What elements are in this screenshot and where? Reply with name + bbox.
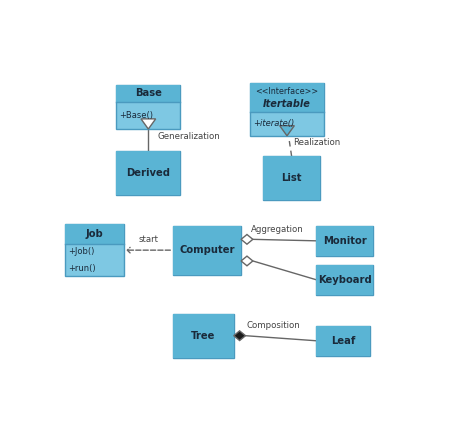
Text: start: start [138,235,158,244]
Text: Job: Job [85,229,103,239]
Bar [250,83,324,112]
Bar [316,264,374,295]
Text: List: List [282,173,302,183]
Polygon shape [280,126,294,136]
Bar [116,85,181,102]
Text: Tree: Tree [191,331,216,341]
Bar [263,156,320,200]
Bar [116,85,181,129]
Text: Computer: Computer [179,245,235,255]
Text: Composition: Composition [247,321,301,330]
Text: Generalization: Generalization [157,132,220,141]
Bar [250,83,324,136]
Text: Itertable: Itertable [263,99,311,109]
Bar [316,326,370,356]
Text: Base: Base [135,88,162,99]
Bar [316,226,374,256]
Text: +run(): +run() [68,264,95,273]
Polygon shape [241,235,253,244]
Bar [316,226,374,256]
Text: Realization: Realization [293,138,341,147]
Polygon shape [241,256,253,266]
Bar [173,226,241,275]
Bar [263,156,320,200]
Text: Leaf: Leaf [331,336,355,346]
Bar [173,314,234,358]
Bar [173,314,234,358]
Text: Keyboard: Keyboard [318,275,372,285]
Bar [65,224,124,276]
Text: Aggregation: Aggregation [251,225,304,234]
Text: <<Interface>>: <<Interface>> [255,88,319,96]
Text: +Job(): +Job() [68,247,94,257]
Text: +Base(): +Base() [119,111,153,120]
Bar [173,226,241,275]
Bar [65,224,124,244]
Polygon shape [234,331,246,341]
Text: Monitor: Monitor [323,236,367,246]
Bar [116,151,181,195]
Text: +iterate(): +iterate() [253,120,294,128]
Text: Derived: Derived [127,168,170,178]
Bar [116,151,181,195]
Bar [316,264,374,295]
Bar [316,326,370,356]
Polygon shape [141,119,155,129]
